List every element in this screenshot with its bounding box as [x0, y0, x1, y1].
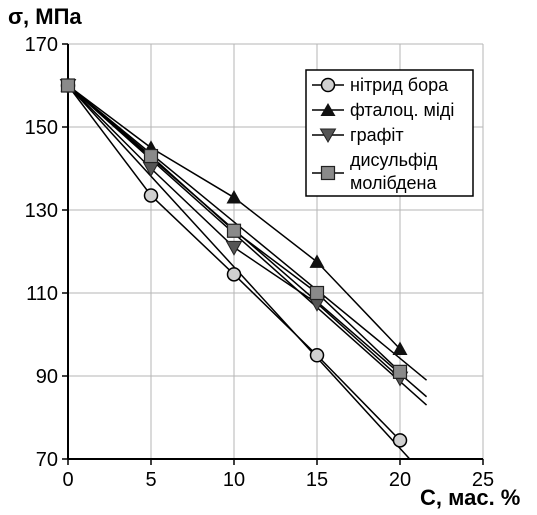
y-tick-label: 150 — [25, 117, 58, 139]
y-tick-label: 70 — [36, 449, 58, 471]
legend-label: нітрид бора — [350, 75, 449, 95]
x-tick-label: 5 — [145, 469, 156, 491]
square-marker — [62, 79, 75, 92]
y-tick-label: 90 — [36, 366, 58, 388]
circle-marker-icon — [322, 79, 335, 92]
y-tick-label: 110 — [26, 283, 58, 305]
square-marker — [311, 287, 324, 300]
legend-label-line-1: дисульфід — [350, 150, 438, 170]
triangle-up-marker — [227, 190, 242, 204]
legend: нітрид бора фталоц. міді графіт дисульфі… — [306, 70, 473, 196]
square-marker — [145, 150, 158, 163]
circle-marker — [394, 434, 407, 447]
y-tick-label: 170 — [25, 34, 58, 56]
square-marker — [394, 365, 407, 378]
x-axis-title: С, мас. % — [420, 485, 520, 510]
triangle-up-marker — [310, 254, 325, 268]
legend-label-line-2: молібдена — [350, 173, 437, 193]
circle-marker — [228, 268, 241, 281]
x-tick-label: 0 — [62, 469, 73, 491]
legend-label: графіт — [350, 125, 404, 145]
y-axis-title: σ, МПа — [8, 4, 82, 29]
x-tick-label: 20 — [389, 469, 411, 491]
square-marker — [228, 224, 241, 237]
circle-marker — [145, 189, 158, 202]
legend-label: фталоц. міді — [350, 100, 454, 120]
y-tick-label: 130 — [25, 200, 58, 222]
x-tick-label: 15 — [306, 469, 328, 491]
triangle-down-marker — [227, 241, 242, 255]
circle-marker — [311, 349, 324, 362]
square-marker-icon — [322, 167, 335, 180]
x-tick-label: 10 — [223, 469, 245, 491]
